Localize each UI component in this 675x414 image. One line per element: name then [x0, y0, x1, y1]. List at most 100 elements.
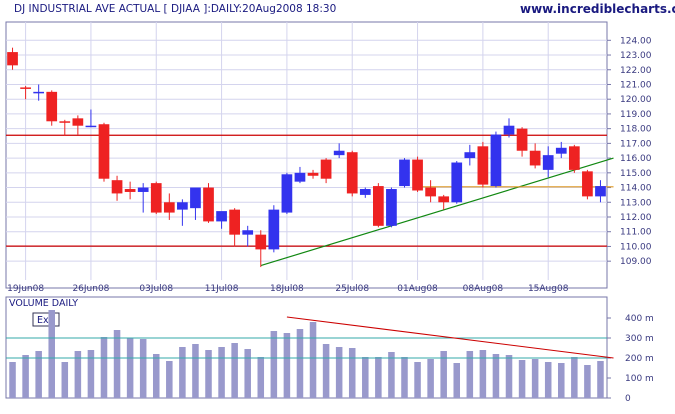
candle-body: [163, 202, 175, 213]
volume-bar: [126, 338, 134, 398]
volume-bar: [139, 339, 147, 398]
candle-body: [294, 172, 306, 182]
price-tick-label: 115.00: [620, 169, 652, 179]
candle-body: [477, 146, 489, 185]
volume-bar: [322, 344, 330, 398]
candle-body: [555, 147, 567, 154]
volume-bar: [466, 351, 474, 398]
candle-body: [255, 234, 267, 250]
volume-bar: [531, 359, 539, 398]
volume-bar: [270, 331, 278, 398]
volume-bar: [388, 352, 395, 398]
volume-bar: [244, 349, 251, 398]
volume-bar: [544, 362, 552, 398]
price-tick-label: 114.00: [620, 184, 652, 194]
price-tick-label: 124.00: [620, 36, 652, 46]
price-tick-label: 111.00: [620, 228, 652, 238]
candle-body: [503, 125, 515, 135]
date-tick-label: 19Jun08: [7, 284, 44, 294]
volume-bar: [9, 362, 16, 398]
price-panel-frame: [5, 21, 608, 289]
volume-bar: [179, 347, 186, 398]
price-tick-label: 123.00: [620, 51, 652, 61]
candle-body: [399, 159, 410, 187]
candle-body: [150, 183, 162, 213]
volume-bar: [440, 351, 447, 398]
volume-title: VOLUME DAILY: [9, 298, 78, 309]
trend-line: [260, 157, 614, 267]
candle-body: [516, 128, 528, 151]
candle-body: [438, 196, 450, 203]
candle-body: [451, 162, 463, 203]
volume-bar: [309, 322, 317, 398]
candle-body: [85, 125, 97, 128]
volume-bar: [335, 347, 343, 398]
volume-bar: [584, 365, 591, 398]
candle-body: [412, 159, 423, 191]
volume-bar: [362, 357, 369, 398]
price-tick-label: 119.00: [620, 110, 652, 120]
date-tick-label: 26Jun08: [72, 284, 109, 294]
date-tick-label: 25Jul08: [335, 284, 369, 294]
candle-body: [464, 152, 476, 159]
volume-tick-label: 100 m: [625, 374, 654, 384]
volume-bar: [35, 351, 42, 398]
candle-body: [320, 159, 332, 179]
volume-bar: [427, 359, 434, 398]
volume-bar: [48, 310, 55, 398]
price-tick-label: 113.00: [620, 198, 652, 208]
date-tick-label: 08Aug08: [463, 284, 504, 294]
price-tick-label: 110.00: [620, 242, 652, 252]
volume-bar: [257, 357, 265, 398]
price-tick-label: 121.00: [620, 80, 652, 90]
volume-bar: [152, 354, 160, 398]
candle-body: [242, 230, 254, 235]
candle-body: [111, 180, 123, 194]
volume-bar: [505, 355, 513, 398]
volume-trend-line: [286, 316, 614, 359]
volume-panel-frame: [5, 296, 608, 399]
candle-body: [333, 150, 345, 156]
candle-body: [595, 186, 606, 197]
candle-body: [346, 152, 358, 194]
volume-bar: [231, 343, 238, 398]
candle-body: [72, 118, 84, 126]
candle-body: [386, 189, 397, 226]
candle-body: [542, 155, 554, 170]
volume-bar: [597, 361, 604, 398]
price-tick-label: 117.00: [620, 139, 652, 149]
volume-bar: [113, 330, 121, 398]
volume-bar: [87, 350, 95, 398]
candle-body: [98, 124, 110, 179]
volume-bar: [205, 350, 212, 398]
date-tick-label: 15Aug08: [528, 284, 569, 294]
volume-bar: [100, 337, 108, 398]
volume-bar: [192, 344, 199, 398]
price-tick-label: 116.00: [620, 154, 652, 164]
price-tick-label: 112.00: [620, 213, 652, 223]
candle-body: [124, 189, 136, 192]
candle-body: [46, 91, 58, 122]
candle-body: [490, 134, 502, 187]
price-tick-label: 120.00: [620, 95, 652, 105]
volume-bar: [348, 348, 356, 398]
volume-bar: [61, 362, 69, 398]
volume-bar: [492, 354, 500, 398]
date-tick-label: 18Jul08: [270, 284, 304, 294]
volume-bar: [401, 357, 408, 398]
volume-bar: [558, 363, 565, 398]
candle-body: [281, 174, 293, 213]
price-tick-label: 109.00: [620, 257, 652, 267]
candle-body: [7, 52, 18, 66]
candle-body: [20, 87, 31, 89]
volume-bar: [74, 351, 82, 398]
volume-tick-label: 0: [625, 394, 631, 404]
volume-bar: [571, 357, 578, 398]
candle-body: [59, 121, 71, 123]
candle-body: [529, 150, 541, 166]
candle-body: [359, 189, 371, 195]
volume-bar: [296, 329, 304, 398]
volume-bar: [22, 355, 29, 398]
